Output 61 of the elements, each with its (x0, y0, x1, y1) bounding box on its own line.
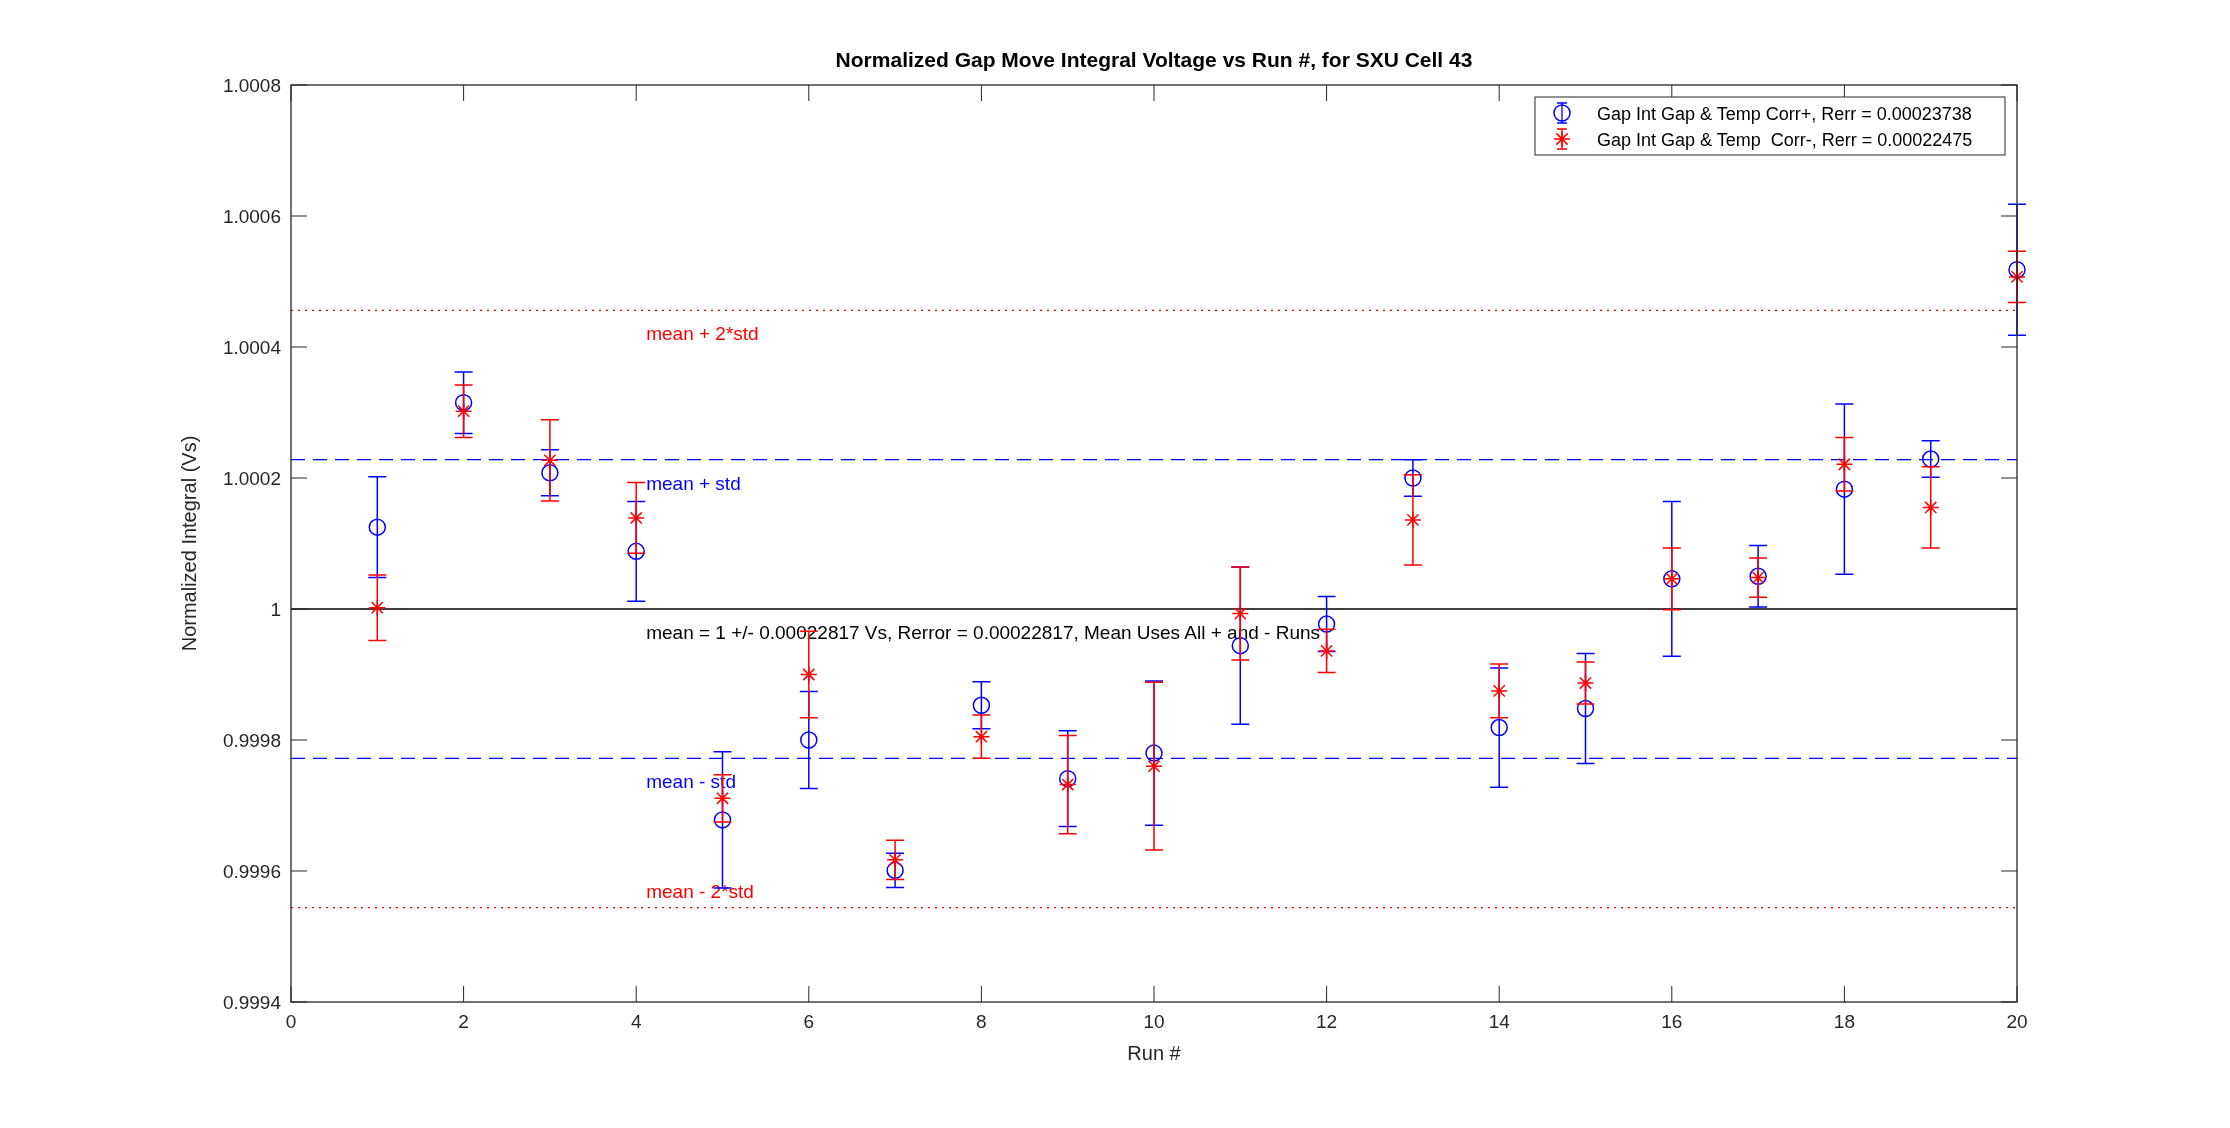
point (1921, 450, 1940, 468)
y-tick-label: 0.9996 (222, 861, 281, 882)
point (1404, 469, 1422, 487)
point (541, 451, 559, 470)
point (368, 598, 387, 617)
point (1231, 604, 1250, 623)
y-tick-label: 0.9994 (222, 992, 282, 1013)
x-tick-label: 12 (1316, 1011, 1338, 1032)
point (541, 464, 559, 482)
y-axis-title: Normalized Integral (Vs) (178, 435, 200, 652)
point (886, 851, 904, 869)
point (1835, 480, 1854, 498)
point (1145, 757, 1163, 775)
x-tick-label: 18 (1833, 1011, 1855, 1032)
point (800, 665, 818, 684)
x-tick-label: 16 (1661, 1011, 1683, 1032)
chart-title: Normalized Gap Move Integral Voltage vs Run #, for SXU Cell 43 (835, 48, 1473, 71)
y-tick-label: 0.9998 (222, 730, 281, 751)
point (1835, 455, 1854, 473)
point (1490, 682, 1508, 700)
point (972, 727, 991, 746)
point (2008, 268, 2026, 286)
point (1404, 511, 1422, 529)
x-tick-label: 8 (976, 1011, 987, 1032)
point (1145, 744, 1163, 762)
x-tick-label: 20 (2006, 1011, 2028, 1032)
y-tick-label: 1.0006 (222, 206, 281, 227)
x-tick-label: 0 (285, 1011, 297, 1032)
point (972, 696, 991, 715)
x-axis-title: Run # (1127, 1042, 1182, 1064)
point (1317, 642, 1336, 660)
y-tick-label: 1.0008 (222, 75, 281, 96)
point (627, 542, 645, 561)
point (1921, 498, 1940, 517)
point (1058, 775, 1077, 794)
point (2008, 260, 2026, 279)
point (368, 518, 387, 536)
point (627, 509, 645, 527)
point (886, 861, 904, 880)
ref-line-label: mean + 2*std (646, 323, 759, 345)
x-tick-label: 6 (803, 1011, 815, 1032)
point (800, 731, 818, 749)
point (713, 789, 732, 808)
point (1490, 718, 1508, 737)
x-tick-label: 4 (630, 1011, 642, 1032)
point (1576, 674, 1595, 692)
point (1576, 699, 1595, 718)
point (713, 811, 732, 829)
x-tick-label: 14 (1488, 1011, 1511, 1032)
point (454, 393, 473, 412)
ref-line-label: mean - 2*std (646, 880, 754, 902)
point (454, 402, 473, 420)
y-tick-label: 1 (270, 599, 281, 620)
y-tick-label: 1.0004 (222, 337, 282, 358)
legend-label: Gap Int Gap & Temp Corr-, Rerr = 0.00022475 (1597, 130, 1973, 150)
legend-label: Gap Int Gap & Temp Corr+, Rerr = 0.00023738 (1597, 104, 1972, 124)
x-tick-label: 10 (1143, 1011, 1165, 1032)
ref-line-label: mean + std (646, 472, 741, 494)
x-tick-label: 2 (458, 1011, 469, 1032)
point (1058, 769, 1077, 788)
y-tick-label: 1.0002 (222, 468, 281, 489)
